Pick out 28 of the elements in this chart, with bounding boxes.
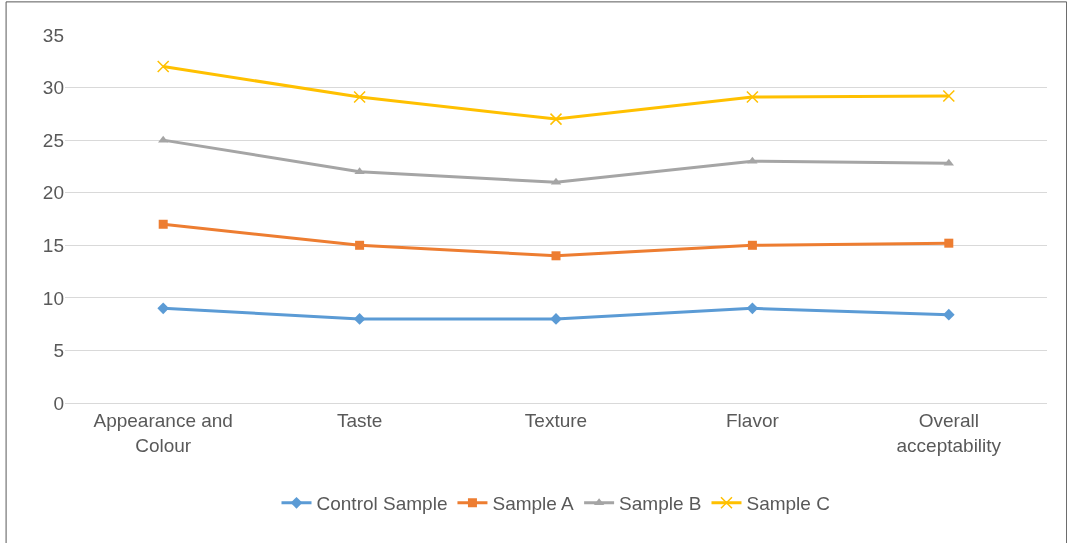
x-tick-label: Overall acceptability — [896, 409, 1002, 456]
x-tick-label: Flavor — [726, 409, 780, 431]
y-tick-label: 15 — [42, 234, 64, 256]
point — [158, 219, 168, 229]
y-tick-label: 25 — [42, 129, 64, 151]
x-tick-label: Texture — [524, 409, 588, 431]
x-tick-label: Appearance and Colour — [93, 409, 233, 456]
point — [353, 90, 366, 104]
point — [746, 90, 759, 104]
y-tick-label: 0 — [53, 392, 64, 414]
point — [942, 89, 956, 103]
point — [944, 238, 954, 248]
y-tick-label: 20 — [42, 182, 64, 204]
point — [551, 251, 561, 261]
legend-label: Sample C — [746, 493, 830, 515]
y-tick-label: 35 — [42, 24, 64, 46]
legend-label: Sample A — [492, 493, 575, 515]
y-tick-label: 10 — [42, 287, 64, 309]
y-tick-label: 30 — [42, 77, 64, 99]
point — [943, 158, 954, 166]
legend-label: Sample B — [619, 493, 702, 515]
legend-label: Control Sample — [316, 493, 448, 515]
point — [747, 240, 757, 250]
point — [156, 60, 170, 73]
point — [355, 240, 365, 250]
point — [549, 112, 563, 126]
x-tick-label: Taste — [336, 409, 383, 431]
y-tick-label: 5 — [53, 340, 64, 362]
